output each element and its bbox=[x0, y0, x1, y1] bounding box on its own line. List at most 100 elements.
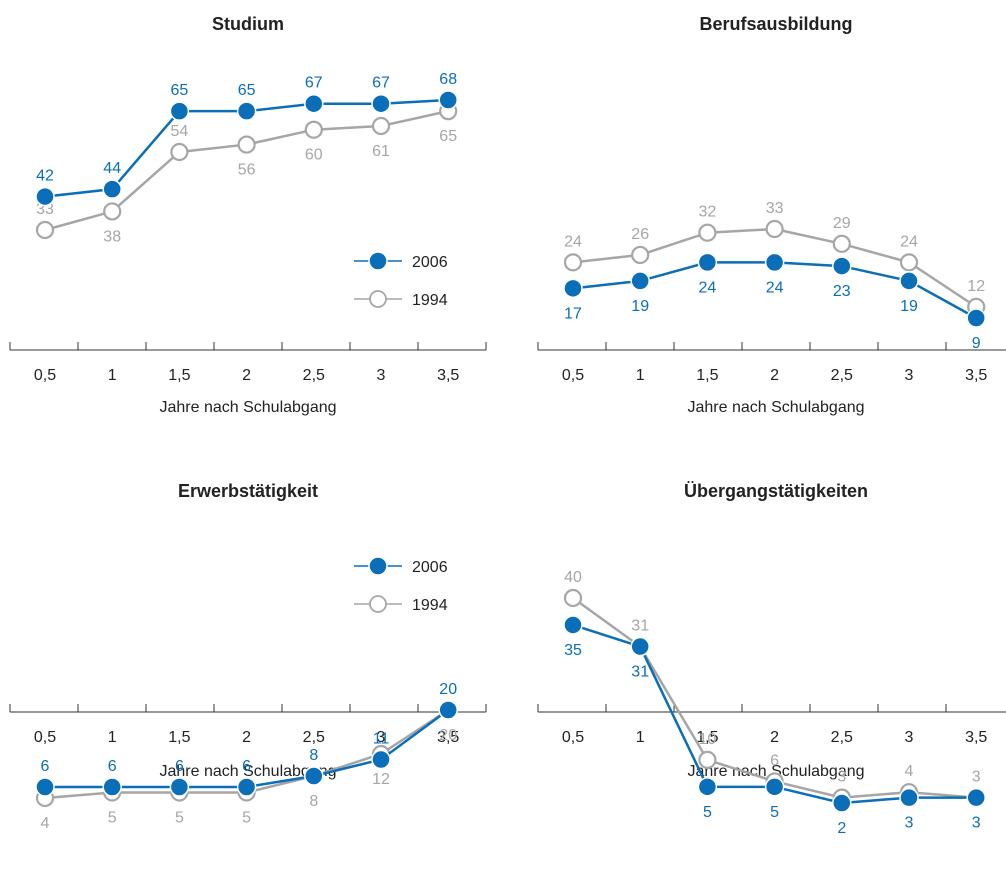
data-point-1994 bbox=[899, 253, 919, 272]
data-point-1994 bbox=[563, 253, 583, 272]
data-label-1994: 3 bbox=[972, 769, 981, 786]
legend-item-1994: 1994 bbox=[354, 290, 448, 309]
data-label-2006: 17 bbox=[564, 305, 582, 322]
data-label-2006: 6 bbox=[242, 758, 251, 775]
data-label-2006: 35 bbox=[564, 642, 582, 659]
data-label-2006: 67 bbox=[372, 75, 390, 92]
data-label-2006: 44 bbox=[103, 160, 121, 177]
x-tick-label: 0,5 bbox=[562, 367, 584, 384]
data-point-2006 bbox=[563, 278, 583, 299]
x-tick-label: 3,5 bbox=[437, 367, 459, 384]
x-tick-label: 2 bbox=[770, 729, 779, 746]
data-label-2006: 24 bbox=[766, 279, 784, 296]
x-tick-label: 1 bbox=[636, 729, 645, 746]
data-point-1994 bbox=[237, 135, 256, 154]
x-tick-label: 2,5 bbox=[303, 729, 325, 746]
data-label-1994: 12 bbox=[372, 771, 390, 788]
data-point-1994 bbox=[35, 220, 55, 240]
data-label-2006: 67 bbox=[305, 75, 323, 92]
legend-label: 2006 bbox=[412, 254, 448, 271]
x-axis-label: Jahre nach Schulabgang bbox=[159, 763, 336, 780]
data-point-2006 bbox=[35, 186, 55, 207]
data-label-1994: 56 bbox=[238, 162, 256, 179]
data-label-1994: 5 bbox=[242, 810, 251, 827]
data-label-2006: 8 bbox=[309, 747, 318, 764]
data-point-2006 bbox=[371, 93, 391, 114]
data-point-2006 bbox=[438, 90, 458, 110]
chart-title: Studium bbox=[212, 14, 284, 34]
data-label-1994: 8 bbox=[309, 793, 318, 810]
data-label-1994: 33 bbox=[766, 200, 784, 217]
data-label-1994: 5 bbox=[175, 810, 184, 827]
legend-marker-filled bbox=[368, 556, 388, 576]
data-label-2006: 6 bbox=[175, 758, 184, 775]
data-label-1994: 24 bbox=[564, 233, 582, 250]
data-label-2006: 23 bbox=[833, 283, 851, 300]
data-label-1994: 6 bbox=[770, 752, 779, 769]
x-tick-label: 3 bbox=[377, 367, 386, 384]
data-label-2006: 6 bbox=[108, 758, 117, 775]
data-point-2006 bbox=[304, 93, 324, 114]
x-tick-label: 1 bbox=[636, 367, 645, 384]
chart-panel-2: Berufsausbildung 0,5 1 1,5 2 2,5 3 3,5 Jahre nac… bbox=[537, 14, 1006, 416]
data-label-1994: 54 bbox=[171, 123, 189, 140]
x-axis-label: Jahre nach Schulabgang bbox=[159, 399, 336, 416]
data-label-1994: 4 bbox=[41, 815, 50, 832]
x-tick-label: 1,5 bbox=[168, 367, 190, 384]
data-label-2006: 9 bbox=[972, 335, 981, 352]
x-tick-label: 2 bbox=[242, 729, 251, 746]
data-label-1994: 38 bbox=[103, 228, 121, 245]
data-label-1994: 3 bbox=[837, 769, 846, 786]
data-label-1994: 31 bbox=[631, 618, 649, 635]
data-label-1994: 26 bbox=[631, 226, 649, 243]
data-point-2006 bbox=[697, 777, 718, 797]
chart-title: Erwerbstätigkeit bbox=[178, 481, 318, 501]
data-point-2006 bbox=[102, 777, 122, 797]
data-label-1994: 29 bbox=[833, 215, 851, 232]
data-label-2006: 42 bbox=[36, 168, 54, 185]
x-tick-label: 0,5 bbox=[562, 729, 584, 746]
data-label-2006: 5 bbox=[703, 804, 712, 821]
data-point-1994 bbox=[765, 219, 784, 239]
x-tick-label: 3 bbox=[905, 729, 914, 746]
data-point-1994 bbox=[563, 588, 583, 608]
data-point-2006 bbox=[630, 271, 650, 291]
legend-label: 1994 bbox=[412, 292, 448, 309]
data-point-2006 bbox=[371, 749, 391, 770]
x-tick-label: 3,5 bbox=[437, 729, 459, 746]
data-label-2006: 5 bbox=[770, 804, 779, 821]
legend-marker-hollow bbox=[369, 595, 387, 613]
x-tick-label: 1,5 bbox=[168, 729, 190, 746]
x-tick-label: 2 bbox=[770, 367, 779, 384]
data-point-2006 bbox=[35, 777, 55, 797]
legend-marker-filled bbox=[368, 251, 388, 271]
data-label-2006: 19 bbox=[900, 298, 918, 315]
data-label-1994: 24 bbox=[900, 233, 918, 250]
data-label-1994: 65 bbox=[439, 128, 457, 145]
x-tick-label: 1 bbox=[108, 367, 117, 384]
legend-label: 1994 bbox=[412, 597, 448, 614]
data-point-2006 bbox=[832, 793, 852, 813]
data-point-2006 bbox=[102, 179, 122, 199]
data-label-2006: 6 bbox=[41, 758, 50, 775]
data-label-1994: 40 bbox=[564, 569, 582, 586]
data-label-1994: 20 bbox=[439, 727, 457, 744]
x-tick-label: 1,5 bbox=[696, 367, 718, 384]
data-point-2006 bbox=[169, 777, 190, 797]
data-point-2006 bbox=[438, 700, 458, 720]
data-label-2006: 65 bbox=[238, 82, 256, 99]
legend-item-2006: 2006 bbox=[354, 251, 448, 271]
x-tick-label: 0,5 bbox=[34, 729, 56, 746]
data-point-1994 bbox=[304, 120, 323, 139]
x-axis-label: Jahre nach Schulabgang bbox=[687, 399, 864, 416]
data-label-2006: 20 bbox=[439, 681, 457, 698]
data-point-2006 bbox=[899, 787, 919, 808]
x-tick-label: 3,5 bbox=[965, 729, 987, 746]
data-label-1994: 12 bbox=[967, 278, 985, 295]
data-point-1994 bbox=[698, 223, 717, 242]
data-point-2006 bbox=[899, 271, 919, 291]
data-point-2006 bbox=[169, 101, 190, 121]
data-point-2006 bbox=[966, 308, 986, 328]
data-label-2006: 11 bbox=[373, 731, 390, 748]
